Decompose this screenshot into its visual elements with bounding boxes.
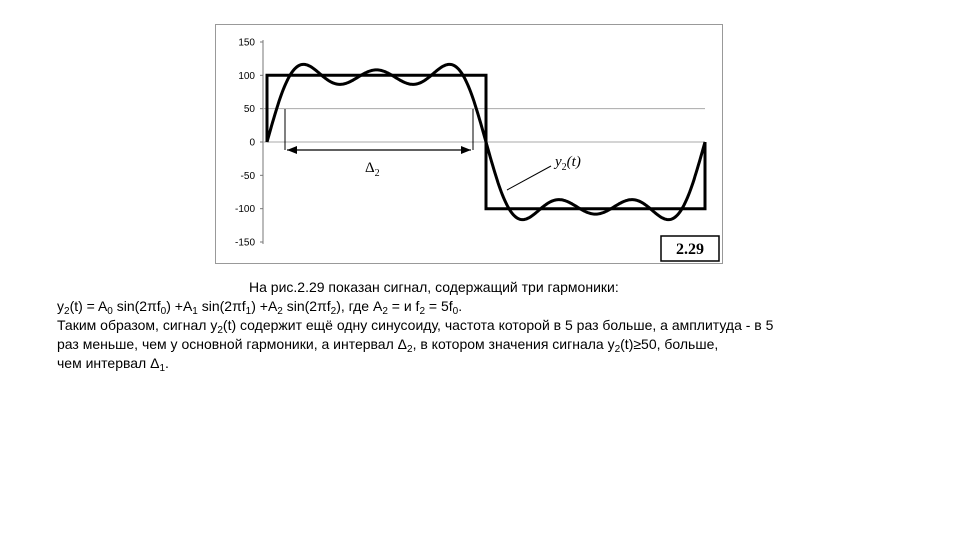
formula-text: sin(2πf (112, 298, 161, 314)
figure-number: 2.29 (676, 241, 704, 258)
formula-subscript: 0 (107, 306, 113, 317)
formula-subscript: 1 (192, 306, 198, 317)
formula-subscript: 2 (277, 306, 283, 317)
y-tick-label: -150 (235, 238, 255, 249)
delta-label: Δ2 (365, 160, 380, 179)
text-line-1: На рис.2.29 показан сигнал, содержащий т… (249, 279, 619, 295)
formula-subscript: 1 (245, 306, 252, 317)
y-tick-labels: 150 100 50 0 -50 -100 -150 (235, 38, 255, 249)
formula-text: = и f (387, 298, 420, 314)
formula-subscript: 2 (64, 306, 70, 317)
signal-chart: 150 100 50 0 -50 -100 -150 Δ2 y2(t) 2.29 (215, 24, 723, 264)
text-line-3: Таким образом, сигнал y2(t) содержит ещё… (57, 317, 774, 336)
formula-text: ) +A (166, 298, 193, 314)
formula-text: sin(2πf (197, 298, 246, 314)
formula-text: = 5f (425, 298, 453, 314)
y-tick-label: 150 (238, 38, 255, 49)
y-tick-label: -50 (241, 171, 256, 182)
y-tick-label: 50 (244, 104, 256, 115)
figure-number-box (660, 235, 720, 262)
y-tick-marks (260, 41, 263, 243)
y-tick-label: 100 (238, 71, 255, 82)
formula-text: . (458, 298, 463, 314)
figure-frame (215, 24, 723, 264)
formula-text: y (57, 298, 64, 314)
formula-line: y2(t) = A0 sin(2πf0) +A1 sin(2πf1) +A2 s… (57, 297, 937, 317)
formula-text: (t) = A (69, 298, 108, 314)
delta-arrow-left-head (287, 146, 297, 154)
delta-arrow-right-head (461, 146, 471, 154)
formula-subscript: 2 (330, 306, 337, 317)
formula-subscript: 0 (452, 306, 459, 317)
y-tick-label: 0 (249, 138, 255, 149)
formula-text: ), где A (336, 298, 383, 314)
formula-text: sin(2πf (282, 298, 331, 314)
formula-subscript: 2 (419, 306, 426, 317)
text-line-5: чем интервал Δ1. (57, 355, 169, 374)
y2-curve-series (265, 62, 707, 222)
y-tick-label: -100 (235, 204, 255, 215)
formula-subscript: 2 (382, 306, 388, 317)
signal-figure: 150 100 50 0 -50 -100 -150 Δ2 y2(t) 2.29 (215, 24, 723, 264)
curve-label: y2(t) (553, 154, 581, 173)
description-text: На рис.2.29 показан сигнал, содержащий т… (57, 278, 937, 374)
formula-subscript: 0 (160, 306, 167, 317)
formula-text: ) +A (251, 298, 278, 314)
text-line-4: раз меньше, чем у основной гармоники, а … (57, 336, 719, 355)
curve-label-pointer (506, 165, 552, 191)
